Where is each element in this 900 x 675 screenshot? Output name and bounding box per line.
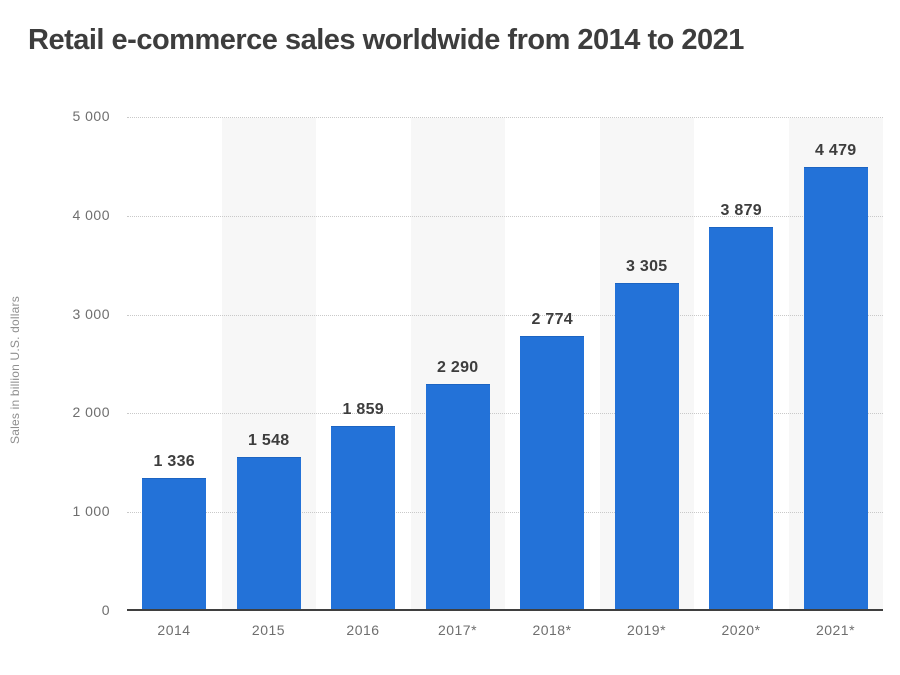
bar-value-label: 1 336 [153, 453, 196, 470]
x-tick-label: 2015 [251, 622, 286, 638]
y-tick-label: 0 [101, 602, 110, 618]
y-tick-label: 5 000 [72, 108, 110, 124]
bar-2020 [709, 227, 774, 611]
gridline [127, 413, 883, 415]
y-tick-label: 1 000 [72, 503, 110, 520]
bar-value-label: 2 774 [531, 311, 574, 328]
x-tick-label: 2014 [157, 622, 191, 638]
gridline [127, 314, 883, 316]
bar-2019 [614, 283, 679, 611]
bar-value-label: 2 290 [436, 359, 479, 376]
x-tick-label: 2018* [532, 622, 572, 638]
y-tick-label: 3 000 [72, 305, 110, 322]
bar-2016 [331, 426, 396, 611]
gridline [127, 117, 883, 118]
y-tick-label: 4 000 [72, 206, 110, 223]
bar-value-label: 4 479 [814, 142, 857, 159]
gridline [127, 512, 883, 514]
bar-2014 [142, 478, 207, 611]
bar-value-label: 3 879 [720, 202, 763, 219]
x-tick-label: 2017* [437, 622, 478, 638]
plot-area: 1 336 1 548 1 859 2 290 2 774 3 305 3 879 4 479 [127, 117, 883, 611]
y-tick-label: 2 000 [72, 404, 110, 421]
bar-value-label: 1 859 [342, 401, 385, 418]
x-tick-label: 2019* [626, 622, 667, 638]
x-tick-label: 2021* [815, 622, 856, 638]
bar-value-label: 3 305 [625, 258, 668, 275]
bar-2017 [425, 384, 490, 611]
x-tick-label: 2016 [346, 622, 380, 638]
bar-2018 [520, 336, 585, 611]
x-tick-label: 2020* [721, 622, 761, 638]
x-axis-line [127, 609, 883, 611]
bar-2021 [803, 167, 868, 611]
bar-value-label: 1 548 [247, 432, 290, 449]
gridline [127, 215, 883, 217]
bar-2015 [236, 457, 301, 611]
chart-title: Retail e-commerce sales worldwide from 2… [28, 24, 744, 56]
